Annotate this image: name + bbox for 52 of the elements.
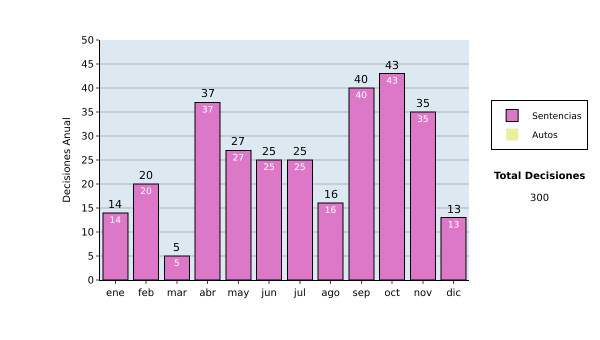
x-tick-label: dic [446,288,461,299]
legend-label: Sentencias [532,112,582,122]
y-tick-label: 40 [81,84,94,94]
data-label: 37 [202,105,214,116]
total-label: 25 [262,145,276,158]
x-tick-label: jun [260,288,277,299]
data-label: 27 [232,153,244,164]
data-label: 25 [263,163,275,173]
x-tick-label: ene [106,288,125,299]
data-label: 40 [356,91,368,101]
total-label: 5 [173,241,180,254]
y-tick-label: 20 [81,180,94,190]
total-label: 43 [385,59,399,72]
x-tick-label: feb [138,288,154,299]
total-label: 16 [324,188,338,201]
y-tick-label: 10 [81,228,94,238]
y-tick-label: 15 [81,204,94,214]
x-tick-label: jul [292,288,306,299]
total-label: 20 [139,169,153,182]
y-tick-label: 45 [81,60,94,70]
y-tick-label: 30 [81,132,94,142]
legend-label: Autos [532,131,558,142]
data-label: 13 [448,220,460,231]
total-label: 40 [354,73,368,86]
x-tick-label: mar [166,288,188,299]
x-tick-label: ago [321,288,340,299]
data-label: 35 [417,115,429,125]
y-tick-label: 25 [81,156,94,166]
total-label: 14 [108,198,122,211]
data-label: 20 [140,187,152,197]
data-label: 16 [324,206,336,216]
x-tick-label: may [227,288,250,299]
data-label: 25 [294,163,306,173]
total-label: 35 [416,97,430,110]
x-tick-label: oct [384,288,400,299]
y-tick-label: 35 [81,108,94,118]
data-label: 43 [386,76,398,87]
data-label: 5 [174,259,180,269]
y-axis-title: Decisiones Anual [62,117,73,203]
y-tick-label: 5 [88,252,94,262]
total-label: 25 [293,145,307,158]
total-label: 13 [447,203,461,216]
y-tick-label: 50 [81,36,94,46]
data-label: 14 [110,216,122,226]
text: 300 [530,193,550,204]
x-tick-label: abr [199,288,217,299]
text: Total Decisiones [494,171,586,182]
x-tick-label: nov [414,288,432,299]
total-label: 27 [231,135,245,148]
total-label: 37 [201,87,215,100]
x-tick-label: sep [352,288,370,299]
y-tick-label: 0 [88,276,94,286]
